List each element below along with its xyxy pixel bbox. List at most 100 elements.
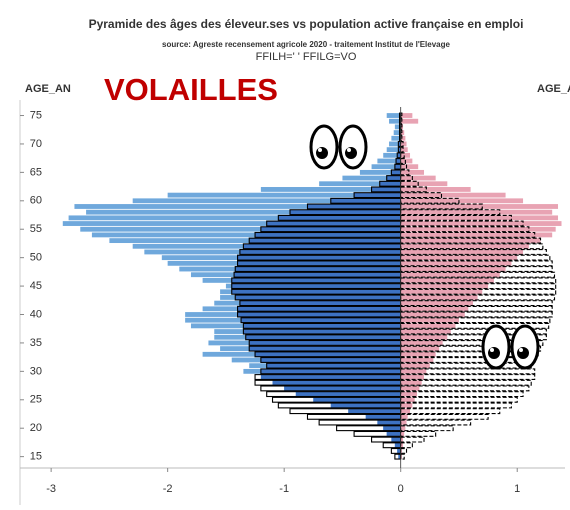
overlap-bar [235,266,401,272]
bar [400,243,529,249]
outline-bar [400,192,443,199]
overlap-bar [394,164,401,170]
bar [132,198,401,204]
bar [389,141,401,147]
bar [400,454,402,460]
overlap-bar [245,334,401,340]
bar [400,300,473,306]
y-tick-label: 50 [30,252,42,264]
overlap-bar [330,403,401,408]
overlap-bar [386,431,401,437]
overlap-bar [394,442,401,448]
bar [400,181,448,187]
bar [400,306,469,312]
outline-bar [400,430,437,437]
outline-bar [400,300,553,307]
overlap-bar [266,363,401,369]
bar [400,397,415,403]
overlap-bar [295,391,401,397]
bar [400,448,402,454]
bar [400,329,451,334]
overlap-bar [243,323,401,329]
bar [400,317,459,323]
bar [400,408,411,414]
overlap-bar [235,295,401,300]
bar [400,113,413,118]
overlap-bar [397,152,401,158]
overlap-bar [239,300,401,306]
plot: -3 -2 -1 0 1 15 20 25 30 35 40 45 50 55 60 65 70 75 [20,107,565,495]
outline-bar [400,328,547,335]
outline-bar [400,283,557,290]
bar [400,118,419,124]
bar [400,255,518,261]
overlap-bar [313,397,401,403]
outline-bar [400,186,427,193]
overlap-bar [399,135,401,141]
bar [359,169,401,175]
y-tick-label: 25 [30,394,42,406]
y-tick-label: 15 [30,451,42,463]
bar [391,135,401,141]
x-tick-label: -1 [279,483,289,495]
overlap-bar [354,192,401,198]
bar [400,215,559,221]
bar [389,118,401,124]
chart-subtitle: source: Agreste recensement agricole 202… [162,40,450,49]
overlap-bar [391,437,401,442]
x-tick-label: 1 [514,483,520,495]
bar [400,198,524,204]
bar [400,442,404,448]
bar [400,425,406,431]
bar [400,391,418,397]
bar [400,374,425,380]
outline-bar [400,140,404,147]
bar [91,232,401,238]
bar [400,346,440,352]
bar [400,152,411,158]
outline-bar [400,305,553,312]
bar [400,363,430,369]
bar [383,152,401,158]
outline-bar [400,277,557,284]
overlap-bar [241,317,401,323]
overlap-bar [231,277,401,283]
bar [400,420,407,425]
outline-bar [400,391,524,398]
y-tick-label: 30 [30,365,42,377]
bar [371,164,401,170]
overlap-bar [231,283,401,289]
outline-bar [400,146,404,153]
bar [386,113,401,118]
bar [74,204,401,209]
overlap-bar [330,198,401,204]
outline-bar [400,158,406,164]
overlap-bar [399,124,401,130]
bar [167,192,401,198]
overlap-bar [272,380,401,386]
overlap-bar [255,232,401,238]
overlap-bar [237,255,401,261]
bar [400,232,553,238]
outline-bar [400,220,524,227]
y-tick-label: 75 [30,109,42,121]
overlap-bar [398,141,401,147]
bar [400,266,506,272]
overlap-bar [290,209,401,215]
overlap-bar [243,243,401,249]
bar [400,141,407,147]
bar [400,260,512,266]
overlap-bar [399,113,401,118]
bar [260,187,401,192]
bar [400,312,465,317]
overlap-bar [260,374,401,380]
overlap-bar [249,340,401,346]
overlap-bar [243,329,401,334]
bar [400,175,436,181]
outline-bar [400,357,536,363]
bar [400,323,456,329]
y-axis-label-right: AGE_A [537,83,570,95]
overlap-bar [396,158,401,164]
bar [400,414,408,420]
